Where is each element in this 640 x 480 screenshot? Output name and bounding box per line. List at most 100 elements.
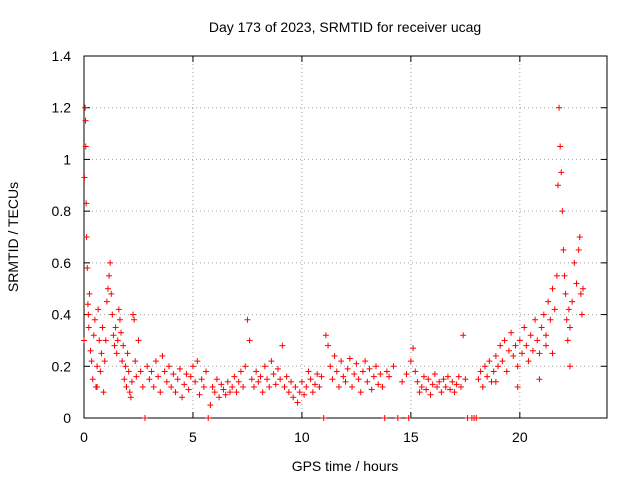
data-point <box>359 368 366 375</box>
data-point <box>192 378 199 385</box>
data-point <box>82 143 89 150</box>
data-point <box>109 311 116 318</box>
data-point <box>346 355 353 362</box>
data-point <box>122 363 129 370</box>
data-point <box>98 350 105 357</box>
data-point <box>492 352 499 359</box>
data-point <box>174 376 181 383</box>
data-point <box>521 324 528 331</box>
data-point <box>575 246 582 253</box>
data-point <box>99 324 106 331</box>
x-tick-label: 0 <box>80 429 88 445</box>
data-point <box>373 363 380 370</box>
data-point <box>118 329 125 336</box>
data-point <box>425 376 432 383</box>
data-point <box>101 358 108 365</box>
data-point <box>103 298 110 305</box>
data-point <box>211 389 218 396</box>
data-point <box>366 365 373 372</box>
data-point <box>453 381 460 388</box>
data-point <box>353 360 360 367</box>
data-point <box>83 234 90 240</box>
data-point <box>133 373 140 380</box>
data-point <box>565 306 572 313</box>
data-point <box>112 324 119 331</box>
data-point <box>514 383 521 390</box>
data-point <box>338 358 345 365</box>
data-point <box>270 371 277 378</box>
y-tick-label: 0.6 <box>52 255 72 271</box>
data-point <box>554 182 561 189</box>
data-point <box>163 378 170 385</box>
data-point <box>368 386 375 393</box>
data-point <box>139 383 146 390</box>
data-point <box>81 337 87 344</box>
data-point <box>246 337 253 344</box>
data-point <box>146 376 153 383</box>
data-point <box>497 342 504 349</box>
data-point <box>115 306 122 313</box>
data-point <box>131 316 138 323</box>
data-point <box>94 363 101 370</box>
data-point <box>135 337 142 344</box>
data-point <box>532 316 539 323</box>
data-point <box>274 365 281 372</box>
data-point <box>542 332 549 339</box>
data-point <box>242 363 249 370</box>
data-point <box>110 332 117 339</box>
data-point <box>364 378 371 385</box>
data-point <box>259 389 266 396</box>
data-point <box>519 350 526 357</box>
data-point <box>227 389 234 396</box>
data-point <box>580 285 587 292</box>
data-point <box>144 363 151 370</box>
data-point <box>451 389 458 396</box>
y-tick-label: 1.4 <box>52 48 72 64</box>
data-point <box>447 386 454 393</box>
data-point <box>331 352 338 359</box>
data-point <box>181 381 188 388</box>
data-point <box>490 368 497 375</box>
data-points <box>81 104 587 421</box>
data-point <box>429 381 436 388</box>
data-point <box>296 389 303 396</box>
data-point <box>168 383 175 390</box>
data-point <box>88 358 95 365</box>
data-point <box>84 301 91 308</box>
data-point <box>172 389 179 396</box>
data-point <box>505 347 512 354</box>
data-point <box>399 378 406 385</box>
x-axis-label: GPS time / hours <box>292 458 399 474</box>
tick-labels: 0 0.2 0.4 0.6 0.8 1 1.2 1.4 0 5 10 15 20 <box>52 48 528 445</box>
data-point <box>394 415 401 421</box>
data-point <box>152 358 159 365</box>
data-point <box>564 337 571 344</box>
data-point <box>128 378 135 385</box>
data-point <box>111 342 118 349</box>
y-tick-label: 1 <box>63 151 71 167</box>
data-point <box>113 350 120 357</box>
data-point <box>137 368 144 375</box>
data-point <box>82 117 89 124</box>
data-point <box>179 394 186 401</box>
data-point <box>283 373 290 380</box>
data-point <box>316 383 323 390</box>
data-point <box>457 383 464 390</box>
data-point <box>536 376 543 383</box>
data-point <box>477 368 484 375</box>
data-point <box>418 383 425 390</box>
data-point <box>342 378 349 385</box>
data-point <box>416 389 423 396</box>
data-point <box>96 337 103 344</box>
data-point <box>237 368 244 375</box>
x-tick-label: 5 <box>189 429 197 445</box>
data-point <box>542 342 549 349</box>
data-point <box>279 342 286 349</box>
data-point <box>161 368 168 375</box>
data-point <box>538 324 545 331</box>
data-point <box>551 306 558 313</box>
data-point <box>510 352 517 359</box>
data-point <box>83 200 90 207</box>
x-tick-label: 15 <box>403 429 419 445</box>
data-point <box>427 391 434 398</box>
